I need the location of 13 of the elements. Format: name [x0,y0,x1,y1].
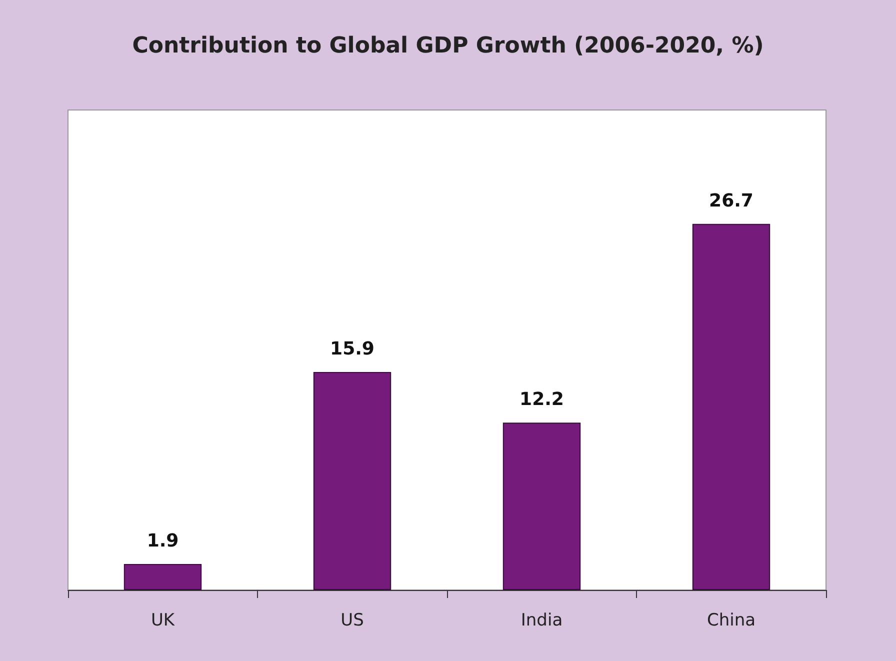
data-label: 12.2 [520,389,564,410]
data-label: 1.9 [146,530,179,552]
x-tick-label: UK [150,610,176,630]
chart-title: Contribution to Global GDP Growth (2006-2020, %) [132,34,764,58]
data-label: 26.7 [709,190,754,212]
bar [124,564,202,590]
bar [692,224,770,590]
x-tick-label: India [520,610,563,630]
data-label: 15.9 [330,338,374,360]
bar [502,422,581,590]
bar [313,372,392,590]
x-tick-label: US [340,610,364,630]
x-tick-label: China [706,610,756,630]
